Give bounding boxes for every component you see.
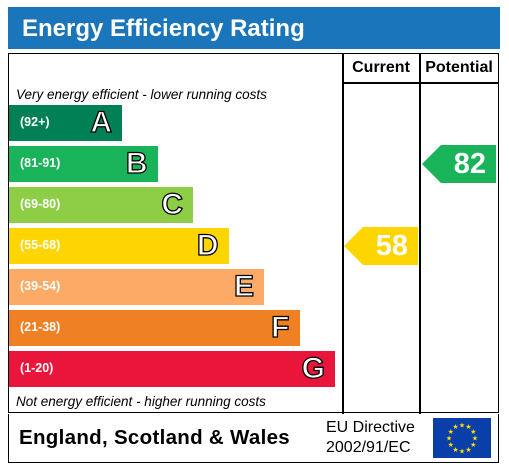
band-letter: G bbox=[301, 351, 326, 385]
star-icon: ★ bbox=[470, 428, 476, 436]
current-column-header: Current bbox=[352, 59, 410, 76]
band-b: (81-91) B bbox=[9, 146, 158, 182]
band-d: (55-68) D bbox=[9, 228, 229, 264]
band-range-label: (1-20) bbox=[20, 361, 54, 375]
directive-line-2: 2002/91/EC bbox=[326, 439, 411, 456]
band-letter: A bbox=[90, 105, 113, 139]
potential-column-header: Potential bbox=[425, 59, 493, 76]
band-letter: D bbox=[196, 228, 219, 262]
band-range-label: (55-68) bbox=[20, 238, 61, 252]
band-range-label: (21-38) bbox=[20, 320, 61, 334]
band-letter: B bbox=[125, 146, 148, 180]
potential-rating-value: 82 bbox=[453, 148, 486, 180]
directive-line-1: EU Directive bbox=[326, 419, 415, 436]
footer bbox=[8, 414, 499, 463]
country-label: England, Scotland & Wales bbox=[19, 426, 290, 449]
inefficient-note: Not energy efficient - higher running co… bbox=[16, 394, 266, 409]
band-c: (69-80) C bbox=[9, 187, 193, 223]
star-icon: ★ bbox=[452, 423, 458, 431]
band-range-label: (92+) bbox=[20, 115, 50, 129]
efficient-note: Very energy efficient - lower running co… bbox=[16, 87, 267, 102]
chart-frame bbox=[8, 53, 499, 413]
column-divider-current bbox=[342, 53, 344, 414]
potential-rating-arrow: 82 bbox=[422, 145, 496, 183]
star-icon: ★ bbox=[472, 435, 478, 443]
band-g: (1-20) G bbox=[9, 351, 335, 387]
band-range-label: (81-91) bbox=[20, 156, 61, 170]
current-rating-arrow: 58 bbox=[344, 227, 418, 265]
band-range-label: (69-80) bbox=[20, 197, 61, 211]
star-icon: ★ bbox=[452, 446, 458, 454]
chart-title: Energy Efficiency Rating bbox=[22, 15, 305, 42]
band-range-label: (39-54) bbox=[20, 279, 61, 293]
band-f: (21-38) F bbox=[9, 310, 300, 346]
star-icon: ★ bbox=[470, 441, 476, 449]
header-divider bbox=[342, 82, 498, 84]
star-icon: ★ bbox=[448, 441, 454, 449]
band-letter: F bbox=[271, 310, 291, 344]
band-a: (92+) A bbox=[9, 105, 122, 141]
star-icon: ★ bbox=[446, 435, 452, 443]
band-letter: E bbox=[233, 269, 254, 303]
current-rating-value: 58 bbox=[375, 230, 408, 262]
title-bar: Energy Efficiency Rating bbox=[8, 7, 500, 49]
band-letter: C bbox=[161, 187, 184, 221]
star-icon: ★ bbox=[448, 428, 454, 436]
star-icon: ★ bbox=[459, 422, 465, 430]
column-divider-potential bbox=[419, 53, 421, 414]
star-icon: ★ bbox=[459, 448, 465, 456]
band-e: (39-54) E bbox=[9, 269, 264, 305]
star-icon: ★ bbox=[465, 446, 471, 454]
eu-flag-icon: ★ ★ ★ ★ ★ ★ ★ ★ ★ ★ ★ ★ bbox=[433, 418, 491, 458]
star-icon: ★ bbox=[465, 423, 471, 431]
